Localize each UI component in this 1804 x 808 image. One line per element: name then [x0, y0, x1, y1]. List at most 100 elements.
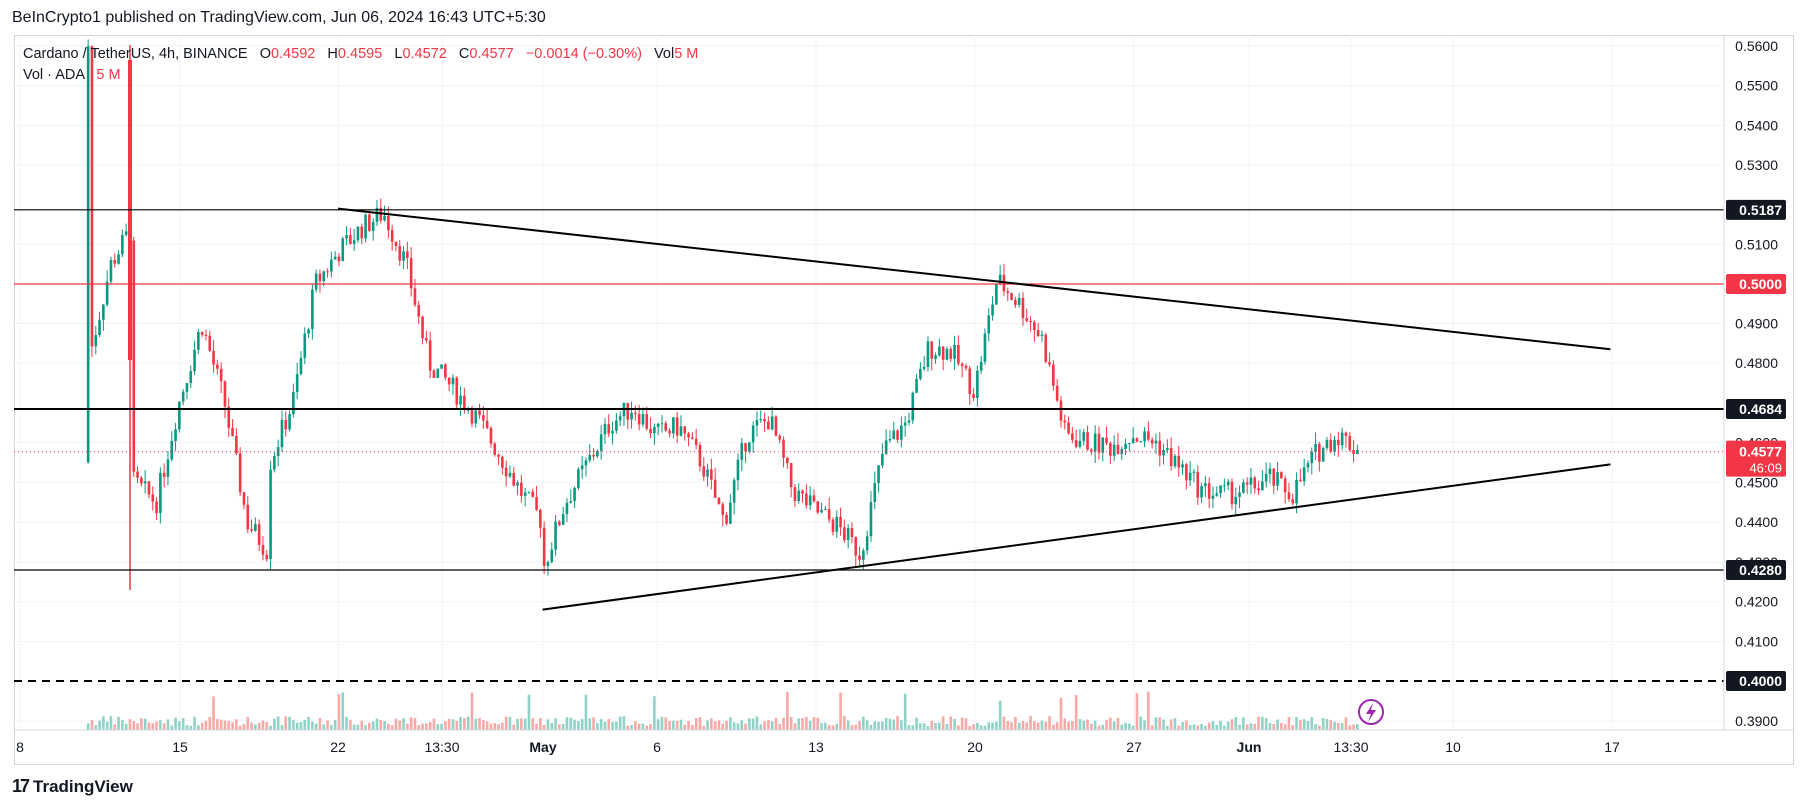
candle-body: [873, 483, 877, 502]
volume-bar: [1219, 720, 1222, 730]
candle-body: [865, 536, 869, 551]
candle-body: [922, 366, 926, 369]
candle-body: [1105, 437, 1108, 444]
volume-bar: [972, 724, 975, 730]
time-tick-label: Jun: [1237, 739, 1262, 755]
candle-body: [311, 289, 314, 330]
trendlines[interactable]: [337, 207, 1611, 611]
candle-body: [1090, 449, 1093, 452]
volume-bar: [136, 723, 139, 730]
candle-body: [330, 259, 333, 272]
chart-frame[interactable]: [14, 35, 1794, 765]
candle-body: [786, 457, 789, 464]
volume-bar: [356, 724, 360, 730]
price-badge-label: 0.5187: [1739, 202, 1782, 218]
volume-bar: [250, 722, 253, 730]
candle-body: [561, 514, 565, 525]
volume-indicator-label[interactable]: Vol · ADA: [23, 67, 85, 83]
volume-bar: [1017, 722, 1021, 730]
candle-body: [193, 349, 196, 372]
candle-body: [550, 549, 554, 563]
candle-body: [166, 459, 170, 477]
volume-bar: [976, 722, 979, 730]
candle-body: [421, 316, 424, 339]
volume-bar: [1302, 719, 1306, 730]
candle-body: [881, 453, 884, 466]
volume-bar: [998, 700, 1002, 730]
time-tick-label: 10: [1445, 739, 1461, 755]
candle-body: [1299, 479, 1302, 482]
volume-bar: [345, 716, 348, 730]
volume-bar: [763, 721, 766, 730]
volume-bar: [778, 723, 782, 730]
candle-body: [630, 412, 633, 420]
volume-bar: [1340, 723, 1344, 730]
volume-bar: [1150, 725, 1154, 730]
volume-bar: [706, 720, 709, 730]
price-tick-label: 0.4100: [1735, 633, 1778, 649]
volume-bar: [622, 716, 626, 730]
candle-body: [231, 427, 234, 436]
candle-body: [1283, 478, 1287, 493]
volume-bar: [178, 721, 181, 730]
volume-bar: [151, 723, 155, 730]
price-axis[interactable]: 0.5600 0.5500 0.5400 0.5300 0.5100 0.4900 0.48…: [1723, 35, 1778, 730]
candle-body: [200, 332, 204, 335]
candle-body: [930, 341, 934, 359]
volume-bar: [1185, 720, 1188, 730]
volume-bar: [1139, 716, 1143, 730]
candle-body: [356, 226, 360, 241]
volume-bar: [656, 719, 660, 730]
time-axis[interactable]: 8 15 22 13:30 May 6 13 20 27 Jun 13:30 10 17: [14, 729, 1794, 755]
candle-body: [238, 453, 242, 493]
volume-bar: [770, 721, 774, 730]
volume-bar: [280, 725, 284, 730]
volume-bar: [732, 722, 736, 730]
candle-body: [710, 469, 713, 480]
volume-bar: [660, 716, 664, 730]
volume-bar: [865, 720, 869, 730]
volume-bar: [360, 720, 364, 730]
candle-body: [1356, 449, 1359, 455]
candle-body: [846, 528, 850, 541]
candle-body: [105, 281, 109, 305]
volume-bar: [102, 716, 105, 730]
volume-bar: [702, 725, 706, 730]
candle-body: [774, 416, 778, 436]
candle-body: [432, 370, 436, 378]
legend-symbol[interactable]: Cardano / TetherUS, 4h, BINANCE: [23, 46, 248, 62]
candle-body: [1226, 481, 1230, 486]
volume-bar: [542, 725, 546, 730]
candle-body: [896, 430, 899, 440]
candle-body: [1310, 451, 1314, 464]
volume-bar: [740, 720, 744, 730]
candle-body: [428, 340, 432, 371]
volume-bar: [132, 721, 136, 730]
volume-bar: [223, 720, 227, 730]
tradingview-logo[interactable]: 17 TradingView: [12, 776, 133, 797]
volume-bar: [516, 718, 519, 730]
volume-bar: [512, 724, 516, 730]
time-tick-label: 13:30: [1333, 739, 1368, 755]
candle-body: [1249, 477, 1253, 485]
volume-bar: [109, 716, 113, 730]
volume-bar: [478, 717, 481, 730]
candle-body: [280, 420, 284, 448]
lightning-icon[interactable]: [1358, 699, 1384, 725]
candle-body: [637, 413, 641, 425]
volume-bar: [1245, 724, 1249, 730]
candle-body: [1021, 297, 1025, 319]
candle-body: [227, 406, 231, 428]
volume-bar: [1124, 722, 1127, 730]
volume-bar: [428, 722, 432, 730]
candle-body: [1253, 477, 1257, 489]
volume-bar: [884, 717, 888, 730]
volume-bar: [295, 722, 299, 730]
volume-bar: [235, 719, 238, 730]
candle-body: [497, 454, 500, 457]
candle-body: [858, 555, 861, 560]
candle-body: [957, 344, 960, 364]
horizontal-levels[interactable]: [14, 209, 1724, 682]
volume-bar: [675, 720, 679, 730]
